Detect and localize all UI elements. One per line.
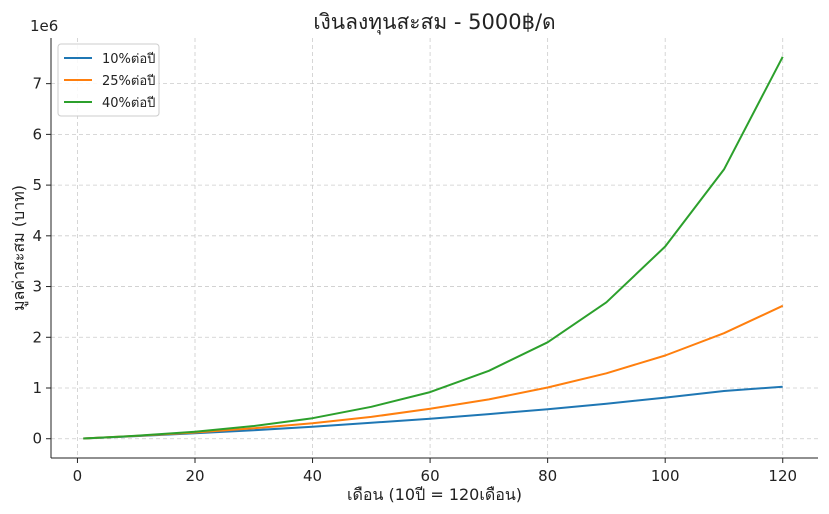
- x-tick-label: 100: [651, 467, 680, 485]
- legend: 10%ต่อปี 25%ต่อปี 40%ต่อปี: [57, 43, 160, 117]
- legend-label: 10%ต่อปี: [102, 51, 155, 67]
- ticks: 0 20 40 60 80 100 120 0 1 2 3 4 5 6 7: [32, 38, 818, 485]
- y-tick-label: 4: [32, 227, 42, 245]
- y-axis-label: มูลค่าสะสม (บาท): [9, 185, 29, 311]
- legend-label: 25%ต่อปี: [102, 73, 155, 89]
- x-tick-label: 20: [185, 467, 204, 485]
- y-tick-label: 6: [32, 125, 42, 143]
- y-tick-label: 3: [32, 278, 42, 296]
- legend-label: 40%ต่อปี: [102, 95, 155, 111]
- x-tick-label: 60: [421, 467, 440, 485]
- y-tick-label: 2: [32, 328, 42, 346]
- plot-frame: [51, 38, 818, 458]
- y-tick-label: 1: [32, 379, 42, 397]
- x-axis-label: เดือน (10ปี = 120เดือน): [347, 485, 522, 504]
- series-lines: [83, 56, 784, 440]
- y-axis-offset-label: 1e6: [30, 17, 58, 35]
- y-tick-label: 0: [32, 430, 42, 448]
- x-tick-label: 0: [73, 467, 83, 485]
- y-tick-label: 7: [32, 75, 42, 93]
- chart-title: เงินลงทุนสะสม - 5000฿/ด: [313, 10, 555, 35]
- series-line: [83, 385, 783, 440]
- legend-box: [57, 43, 160, 117]
- grid: [51, 38, 818, 458]
- series-line: [83, 56, 784, 440]
- y-tick-label: 5: [32, 176, 42, 194]
- x-tick-label: 80: [538, 467, 557, 485]
- x-tick-label: 120: [768, 467, 797, 485]
- x-tick-label: 40: [303, 467, 322, 485]
